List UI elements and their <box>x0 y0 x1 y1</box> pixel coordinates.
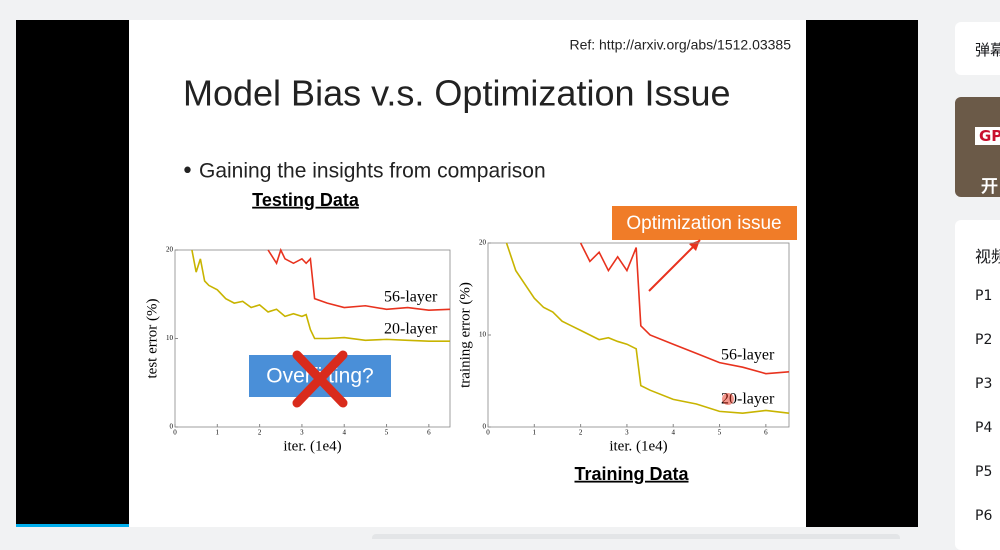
thumb-caption: 开 <box>981 177 998 197</box>
x-tick-label: 2 <box>579 429 583 437</box>
y-tick-label: 0 <box>170 423 174 431</box>
playlist-title: 视频 <box>975 247 1000 266</box>
ref: Ref: http://arxiv.org/abs/1512.03385 <box>569 37 791 53</box>
part-item[interactable]: P3 <box>975 376 993 392</box>
part-item[interactable]: P4 <box>975 420 993 436</box>
part-item[interactable]: P6 <box>975 508 993 524</box>
x-tick-label: 1 <box>533 429 537 437</box>
x-tick-label: 0 <box>486 429 490 437</box>
y-tick-label: 10 <box>479 331 487 339</box>
x-axis-label: iter. (1e4) <box>283 438 341 454</box>
part-item[interactable]: P1 <box>975 288 993 304</box>
series-line <box>267 247 451 311</box>
x-tick-label: 5 <box>385 429 389 437</box>
thumb-badge: GP <box>975 127 1000 145</box>
y-axis-label: test error (%) <box>144 299 160 379</box>
cursor-dot <box>722 393 734 405</box>
x-tick-label: 2 <box>258 429 262 437</box>
cross-mark <box>292 350 348 408</box>
thumbnail[interactable]: GP 开 <box>955 97 1000 197</box>
series-label: 56-layer <box>384 289 438 306</box>
callout-box <box>612 206 797 240</box>
part-item[interactable]: P2 <box>975 332 993 348</box>
series-line <box>579 242 790 375</box>
part-item[interactable]: P5 <box>975 464 993 480</box>
danmaku-input[interactable] <box>372 534 900 539</box>
series-label: 20-layer <box>384 321 438 338</box>
y-tick-label: 20 <box>166 246 174 254</box>
caption: Training Data <box>574 464 689 484</box>
caption: Testing Data <box>252 190 360 210</box>
callout-arrow <box>648 239 701 292</box>
x-tick-label: 0 <box>173 429 177 437</box>
bullet-dot: • <box>181 159 194 184</box>
x-tick-label: 3 <box>300 429 304 437</box>
playlist: 视频 P1 P2 P3 P4 P5 P6 <box>955 220 1000 550</box>
slide: Ref: http://arxiv.org/abs/1512.03385 Mod… <box>129 20 806 527</box>
y-tick-label: 0 <box>483 423 487 431</box>
callout: Optimization issue <box>626 213 781 234</box>
y-tick-label: 10 <box>166 334 174 342</box>
x-tick-label: 3 <box>625 429 629 437</box>
y-tick-label: 20 <box>479 239 487 247</box>
series-line <box>191 249 450 342</box>
slide-bg <box>129 20 806 527</box>
x-tick-label: 4 <box>671 429 675 437</box>
bullet: Gaining the insights from comparison <box>199 160 546 183</box>
danmaku-panel[interactable]: 弹幕 <box>955 22 1000 75</box>
x-tick-label: 4 <box>342 429 346 437</box>
x-tick-label: 6 <box>764 429 768 437</box>
x-axis-label: iter. (1e4) <box>609 438 667 454</box>
x-tick-label: 5 <box>718 429 722 437</box>
series-label: 20-layer <box>721 391 775 408</box>
slide-title: Model Bias v.s. Optimization Issue <box>183 73 731 114</box>
danmaku-title: 弹幕 <box>975 41 1000 59</box>
y-axis-label: training error (%) <box>457 282 473 388</box>
series-line <box>505 242 790 415</box>
series-label: 56-layer <box>721 347 775 364</box>
x-tick-label: 1 <box>216 429 220 437</box>
x-tick-label: 6 <box>427 429 431 437</box>
